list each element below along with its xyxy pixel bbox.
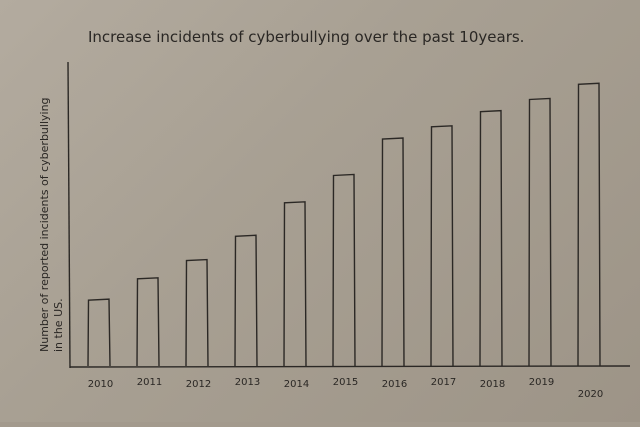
x-tick-label-2019: 2019: [529, 377, 554, 388]
bar-2011: [136, 277, 160, 367]
bar-2017: [430, 125, 454, 367]
bar-2013: [234, 234, 258, 367]
x-tick-label-2017: 2017: [431, 377, 456, 388]
bar-2018: [479, 109, 503, 367]
x-tick-label-2015: 2015: [333, 377, 358, 388]
x-tick-label-2013: 2013: [235, 377, 260, 388]
y-axis-line: [67, 61, 71, 369]
y-axis-label-line-1: Number of reported incidents of cyberbul…: [38, 97, 51, 352]
bar-2015: [332, 173, 356, 367]
bar-2010: [87, 298, 111, 367]
x-tick-label-2012: 2012: [186, 379, 211, 390]
x-tick-label-2020: 2020: [578, 389, 603, 400]
x-tick-label-2011: 2011: [137, 377, 162, 388]
bar-2019: [528, 97, 552, 367]
bar-2012: [185, 258, 209, 367]
bar-2016: [381, 137, 405, 367]
bar-2020: [577, 82, 601, 367]
x-tick-label-2010: 2010: [88, 379, 113, 390]
y-axis-label-line-2: in the US.: [52, 298, 65, 352]
x-tick-label-2014: 2014: [284, 379, 309, 390]
x-tick-label-2018: 2018: [480, 379, 505, 390]
bar-2014: [283, 201, 307, 367]
chart-title: Increase incidents of cyberbullying over…: [88, 28, 524, 46]
x-axis-line: [69, 365, 631, 368]
x-tick-label-2016: 2016: [382, 379, 407, 390]
